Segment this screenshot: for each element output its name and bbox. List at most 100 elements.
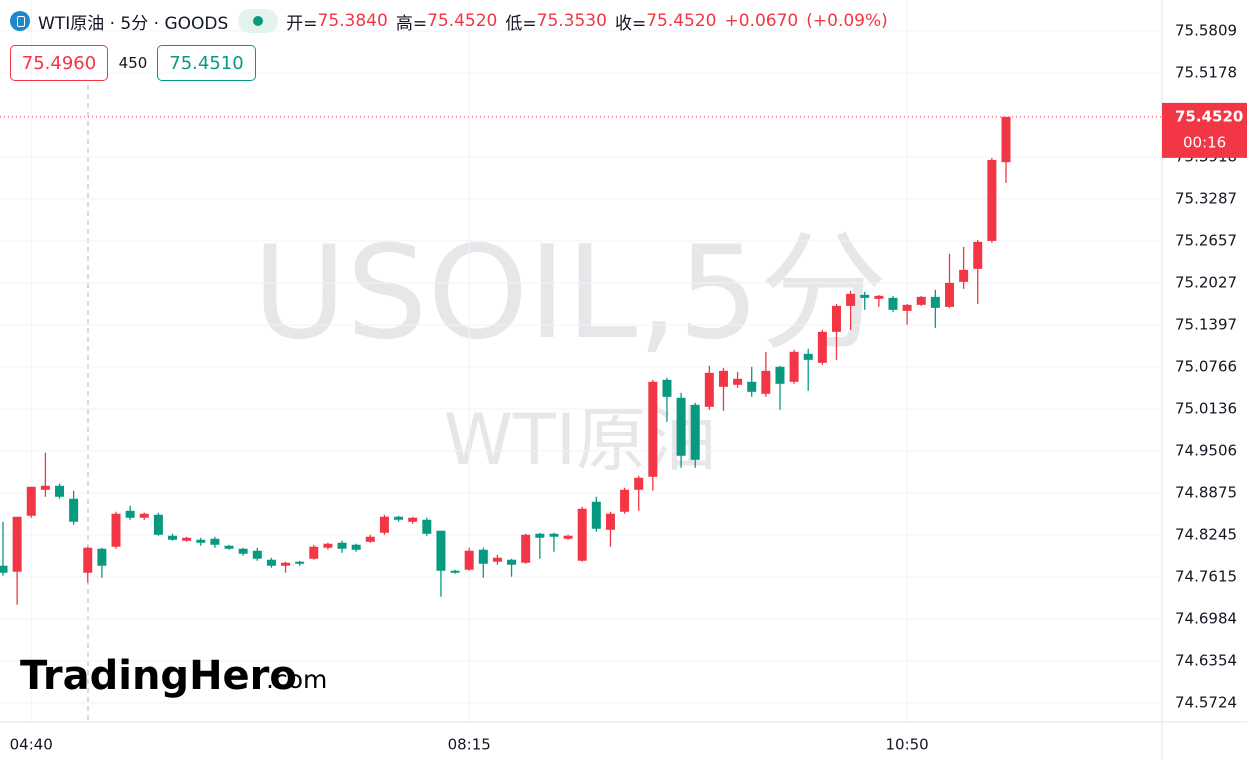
candle-body bbox=[577, 508, 587, 561]
change: +0.0670 bbox=[724, 11, 799, 31]
candle-body bbox=[365, 536, 375, 542]
low-value: 75.3530 bbox=[536, 11, 607, 31]
candle-body bbox=[860, 294, 870, 298]
candle-body bbox=[775, 366, 785, 384]
watermark-subtitle: WTI原油 bbox=[444, 399, 717, 481]
low-label: 低= bbox=[505, 13, 537, 34]
candle-body bbox=[817, 331, 827, 363]
candle-body bbox=[337, 542, 347, 549]
candle-body bbox=[874, 295, 884, 299]
candle-body bbox=[662, 379, 672, 397]
open-value: 75.3840 bbox=[317, 11, 388, 31]
candle-body bbox=[846, 293, 856, 306]
candle-body bbox=[676, 397, 686, 456]
change-pct: (+0.09%) bbox=[806, 11, 888, 31]
candle-body bbox=[309, 546, 319, 559]
candle-body bbox=[718, 370, 728, 387]
candle-body bbox=[238, 548, 248, 554]
candle-body bbox=[83, 547, 93, 573]
candle-body bbox=[761, 370, 771, 394]
y-tick-label: 75.0136 bbox=[1175, 400, 1237, 418]
symbol: WTI原油 · 5分 · GOODS bbox=[38, 13, 229, 34]
candle-body bbox=[591, 501, 601, 529]
candle-body bbox=[789, 351, 799, 382]
buy-button[interactable]: 75.4510 bbox=[157, 45, 256, 81]
candle-body bbox=[902, 304, 912, 311]
candle-body bbox=[168, 535, 178, 540]
close-label: 收= bbox=[614, 13, 647, 34]
candle-body bbox=[55, 485, 65, 497]
candle-body bbox=[549, 533, 559, 537]
candle-body bbox=[888, 297, 898, 310]
candle-body bbox=[26, 486, 36, 516]
candle-body bbox=[1001, 116, 1011, 163]
status-pill[interactable] bbox=[238, 9, 279, 33]
candle-body bbox=[0, 565, 8, 573]
candle-body bbox=[111, 513, 121, 547]
quantity[interactable]: 450 bbox=[118, 54, 148, 72]
legend: WTI原油 · 5分 · GOODS 开= 75.3840 高= 75.4520 低… bbox=[10, 8, 888, 34]
x-tick-label: 04:40 bbox=[10, 736, 53, 754]
y-tick-label: 74.6354 bbox=[1175, 652, 1237, 670]
y-tick-label: 75.2657 bbox=[1175, 232, 1237, 250]
candle-body bbox=[252, 550, 262, 559]
candle-body bbox=[97, 548, 107, 566]
candle-body bbox=[492, 557, 502, 562]
y-tick-label: 74.8245 bbox=[1175, 526, 1237, 544]
candle-body bbox=[831, 305, 841, 332]
candle-body bbox=[139, 513, 149, 518]
x-tick-label: 08:15 bbox=[448, 736, 491, 754]
candle-body bbox=[620, 489, 630, 512]
candle-body bbox=[422, 519, 432, 534]
candle-body bbox=[295, 561, 305, 564]
y-tick-label: 75.5809 bbox=[1175, 21, 1237, 39]
candle-body bbox=[69, 498, 79, 522]
sell-button[interactable]: 75.4960 bbox=[10, 45, 108, 81]
candle-body bbox=[323, 543, 333, 548]
candle-body bbox=[916, 296, 926, 305]
candle-body bbox=[648, 381, 658, 477]
candle-body bbox=[125, 510, 135, 518]
y-tick-label: 75.0766 bbox=[1175, 358, 1237, 376]
candle-body bbox=[40, 485, 50, 490]
candle-body bbox=[634, 477, 644, 490]
y-tick-label: 75.1397 bbox=[1175, 315, 1237, 333]
y-tick-label: 74.9506 bbox=[1175, 441, 1237, 459]
candle-body bbox=[747, 381, 757, 392]
candle-body bbox=[12, 516, 22, 572]
y-tick-label: 74.5724 bbox=[1175, 694, 1237, 712]
candle-body bbox=[803, 353, 813, 360]
candle-body bbox=[196, 539, 206, 543]
candle-body bbox=[944, 282, 954, 307]
candle-body bbox=[521, 534, 531, 563]
candle-body bbox=[408, 517, 418, 522]
candle-body bbox=[281, 562, 291, 566]
high-value: 75.4520 bbox=[427, 11, 498, 31]
logo-suffix: .com bbox=[266, 665, 327, 694]
candle-body bbox=[704, 372, 714, 407]
x-tick-label: 10:50 bbox=[885, 736, 928, 754]
y-tick-label: 74.8875 bbox=[1175, 484, 1237, 502]
candle-body bbox=[478, 549, 488, 564]
last-price-label: 75.4520 bbox=[1175, 107, 1243, 125]
candle-body bbox=[930, 296, 940, 308]
candle-body bbox=[987, 159, 997, 241]
candle-body bbox=[182, 537, 192, 541]
candle-body bbox=[379, 516, 389, 533]
candle-body bbox=[210, 538, 220, 545]
candle-body bbox=[605, 513, 615, 530]
candle-body bbox=[507, 559, 517, 565]
candle-body bbox=[464, 550, 474, 570]
logo-name: TradingHero bbox=[20, 653, 297, 699]
close-value: 75.4520 bbox=[646, 11, 717, 31]
candle-body bbox=[959, 269, 969, 282]
candle-body bbox=[733, 378, 743, 385]
open-label: 开= bbox=[286, 13, 318, 34]
candle-body bbox=[535, 533, 545, 538]
y-tick-label: 75.2027 bbox=[1175, 274, 1237, 292]
candle-body bbox=[973, 241, 983, 269]
candle-body bbox=[153, 514, 163, 535]
watermark-title: USOIL,5分 bbox=[253, 219, 888, 368]
